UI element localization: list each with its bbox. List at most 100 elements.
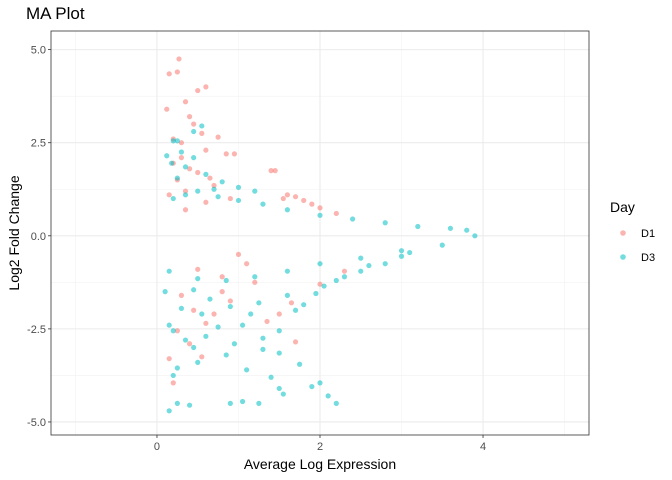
data-point-d1 (342, 269, 347, 274)
data-point-d3 (232, 341, 237, 346)
data-point-d1 (334, 211, 339, 216)
data-point-d3 (256, 401, 261, 406)
data-point-d1 (191, 308, 196, 313)
data-point-d3 (285, 207, 290, 212)
data-point-d3 (191, 345, 196, 350)
x-axis-title: Average Log Expression (244, 456, 396, 472)
data-point-d1 (264, 319, 269, 324)
data-point-d3 (195, 276, 200, 281)
data-point-d1 (293, 194, 298, 199)
data-point-d1 (281, 196, 286, 201)
data-point-d3 (260, 202, 265, 207)
data-point-d1 (317, 205, 322, 210)
data-point-d3 (228, 304, 233, 309)
data-point-d1 (171, 380, 176, 385)
data-point-d3 (248, 311, 253, 316)
plot-panel (51, 31, 589, 435)
data-point-d3 (358, 269, 363, 274)
x-axis-ticks: 0 2 4 (154, 435, 486, 453)
data-point-d3 (240, 399, 245, 404)
data-point-d3 (383, 220, 388, 225)
data-point-d1 (252, 280, 257, 285)
data-point-d3 (171, 373, 176, 378)
data-point-d3 (171, 328, 176, 333)
data-point-d3 (195, 360, 200, 365)
data-point-d3 (224, 352, 229, 357)
data-point-d3 (183, 337, 188, 342)
data-point-d3 (179, 306, 184, 311)
data-point-d3 (191, 287, 196, 292)
data-point-d3 (293, 308, 298, 313)
data-point-d3 (167, 323, 172, 328)
data-point-d3 (179, 149, 184, 154)
data-point-d1 (179, 155, 184, 160)
data-point-d3 (277, 328, 282, 333)
data-point-d1 (203, 200, 208, 205)
data-point-d3 (216, 324, 221, 329)
data-point-d3 (252, 274, 257, 279)
data-point-d1 (207, 175, 212, 180)
data-point-d1 (187, 114, 192, 119)
data-point-d1 (236, 252, 241, 257)
data-point-d3 (317, 261, 322, 266)
data-point-d3 (260, 347, 265, 352)
data-point-d1 (203, 321, 208, 326)
y-tick-label: -5.0 (27, 417, 46, 429)
legend-key-d1 (620, 230, 626, 236)
data-point-d1 (285, 192, 290, 197)
data-point-d3 (203, 172, 208, 177)
data-point-d1 (179, 293, 184, 298)
data-point-d1 (164, 107, 169, 112)
data-point-d1 (183, 99, 188, 104)
data-point-d1 (183, 207, 188, 212)
y-tick-label: 0.0 (31, 231, 46, 243)
data-point-d3 (195, 189, 200, 194)
data-point-d1 (167, 356, 172, 361)
data-point-d3 (163, 289, 168, 294)
data-point-d1 (199, 131, 204, 136)
data-point-d3 (240, 323, 245, 328)
data-point-d3 (244, 367, 249, 372)
data-point-d3 (321, 283, 326, 288)
data-point-d3 (199, 311, 204, 316)
data-point-d3 (171, 196, 176, 201)
data-point-d3 (228, 401, 233, 406)
data-point-d1 (216, 135, 221, 140)
data-point-d3 (191, 155, 196, 160)
data-point-d1 (224, 151, 229, 156)
data-point-d3 (309, 384, 314, 389)
data-point-d3 (326, 393, 331, 398)
data-point-d3 (183, 192, 188, 197)
data-point-d1 (203, 148, 208, 153)
data-point-d3 (358, 256, 363, 261)
data-point-d3 (236, 198, 241, 203)
data-point-d3 (301, 302, 306, 307)
y-tick-label: -2.5 (27, 324, 46, 336)
data-point-d1 (273, 168, 278, 173)
data-point-d3 (297, 362, 302, 367)
data-point-d1 (244, 261, 249, 266)
data-point-d3 (334, 278, 339, 283)
legend: Day D1D3 (610, 199, 655, 264)
data-point-d3 (277, 386, 282, 391)
x-tick-label: 4 (480, 441, 486, 453)
data-point-d3 (211, 187, 216, 192)
data-point-d3 (464, 228, 469, 233)
data-point-d3 (313, 291, 318, 296)
data-point-d1 (199, 354, 204, 359)
data-point-d1 (195, 267, 200, 272)
data-point-d1 (195, 88, 200, 93)
data-point-d3 (191, 129, 196, 134)
data-point-d3 (220, 179, 225, 184)
data-point-d1 (277, 311, 282, 316)
data-point-d3 (350, 216, 355, 221)
data-point-d3 (169, 161, 174, 166)
data-point-d3 (175, 401, 180, 406)
data-point-d1 (167, 192, 172, 197)
data-point-d1 (232, 151, 237, 156)
data-point-d1 (228, 298, 233, 303)
data-point-d3 (472, 233, 477, 238)
legend-items: D1D3 (620, 228, 655, 264)
data-point-d3 (175, 138, 180, 143)
data-point-d1 (301, 198, 306, 203)
